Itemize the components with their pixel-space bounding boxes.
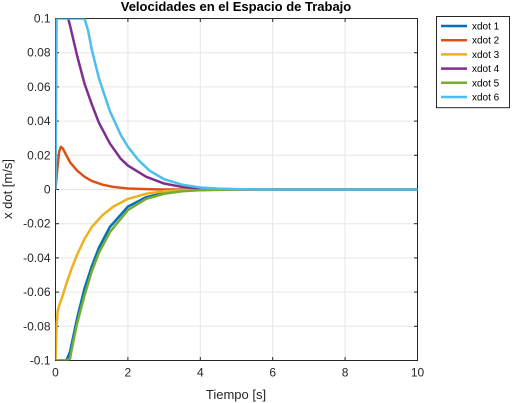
y-tick-label: -0.06 [23,285,51,299]
y-tick-label: -0.08 [23,319,51,333]
y-tick-label: 0.08 [27,46,51,60]
x-tick-label: 2 [125,366,132,380]
legend-label-3: xdot 3 [472,50,500,61]
x-tick-label: 4 [197,366,204,380]
series-line-1 [55,188,418,361]
y-axis-label: x dot [m/s] [0,159,15,219]
legend-label-1: xdot 1 [472,22,500,33]
series-group [55,18,418,361]
x-tick-label: 0 [52,366,59,380]
legend: xdot 1 xdot 2 xdot 3 xdot 4 xdot 5 xdot 6 [436,16,510,109]
y-tick-label: -0.02 [23,217,51,231]
legend-box [436,16,510,109]
y-tick-label: 0.1 [34,12,51,26]
legend-label-2: xdot 2 [472,36,500,47]
series-line-3 [55,188,418,361]
series-line-2 [55,145,418,191]
legend-label-4: xdot 4 [472,64,500,75]
y-tick-label: 0.02 [27,148,51,162]
x-axis-label: Tiempo [s] [206,387,266,402]
legend-label-5: xdot 5 [472,78,500,89]
y-tick-label: 0.06 [27,80,51,94]
legend-label-6: xdot 6 [472,93,500,104]
series-line-4 [66,18,418,191]
x-tick-label: 6 [269,366,276,380]
ticks: 0 2 4 6 8 10 -0.1 -0.08 -0.06 -0.04 -0.02 0 0.02 0.04… [23,12,424,380]
x-tick-label: 8 [342,366,349,380]
x-tick-label: 10 [411,366,425,380]
y-tick-label: 0.04 [27,114,51,128]
y-tick-label: 0 [44,183,51,197]
series-line-6 [55,18,418,191]
series-line-5 [55,188,418,361]
y-tick-label: -0.04 [23,251,51,265]
y-tick-label: -0.1 [30,354,51,368]
chart-title: Velocidades en el Espacio de Trabajo [121,0,352,14]
